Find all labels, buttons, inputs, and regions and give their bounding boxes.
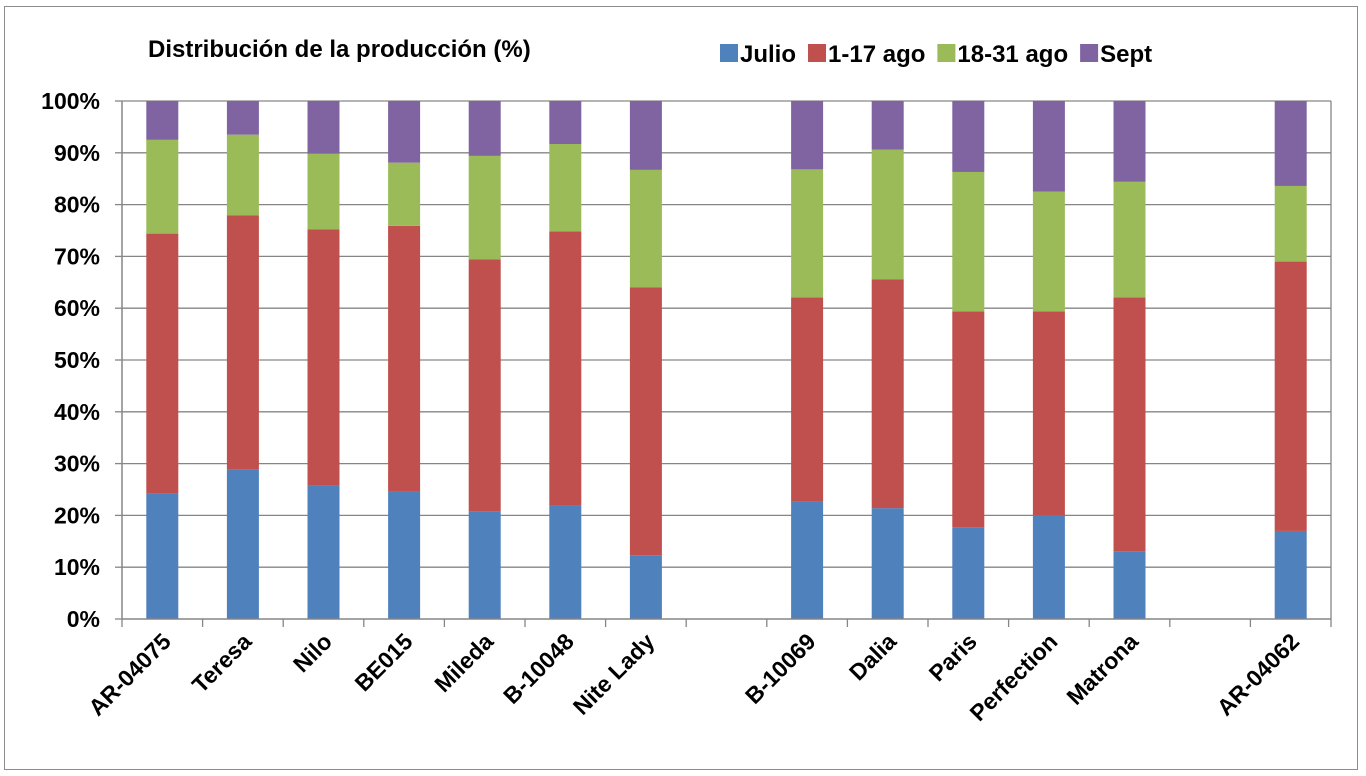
legend-swatch — [808, 44, 827, 62]
y-tick-label: 20% — [54, 502, 100, 528]
bar-segment — [871, 149, 904, 280]
x-tick-label: Dalia — [844, 628, 901, 685]
bar-segment — [549, 505, 582, 619]
bar-segment — [629, 169, 662, 288]
y-tick-label: 60% — [54, 295, 100, 321]
y-axis-labels: 0% 10% 20% 30% 40% 50% 60% 70% 80% 90% 100% — [41, 88, 122, 632]
bar-segment — [468, 259, 501, 512]
bar-segment — [1113, 101, 1146, 182]
bar-segment — [1113, 297, 1146, 552]
bar-segment — [549, 143, 582, 232]
bar-segment — [468, 101, 501, 156]
bar-segment — [468, 511, 501, 619]
bar-segment — [146, 139, 179, 234]
x-tick-label: B-10048 — [498, 628, 579, 709]
x-tick-label: AR-04062 — [1212, 628, 1305, 721]
bar-segment — [146, 493, 179, 619]
bar-segment — [226, 101, 259, 135]
bar-segment — [1113, 181, 1146, 298]
x-tick-label: B-10069 — [740, 628, 821, 709]
y-tick-label: 50% — [54, 347, 100, 373]
bar-segment — [871, 279, 904, 509]
bar-segment — [549, 101, 582, 144]
y-tick-label: 100% — [41, 88, 100, 114]
legend-swatch — [720, 44, 738, 62]
bar-segment — [1032, 101, 1065, 192]
bar-segment — [1274, 185, 1307, 262]
bar-segment — [791, 501, 824, 619]
bar-segment — [226, 215, 259, 470]
x-tick-label: Perfection — [965, 628, 1063, 726]
bar-segment — [1032, 515, 1065, 619]
bar-segment — [388, 101, 421, 163]
bar-segment — [226, 134, 259, 216]
gridlines — [122, 100, 1331, 568]
y-tick-label: 70% — [54, 243, 100, 269]
bar-segment — [1032, 191, 1065, 312]
bar-segment — [629, 287, 662, 556]
bar-segment — [146, 101, 179, 140]
legend-label: 18-31 ago — [957, 41, 1068, 68]
x-tick-label: BE015 — [350, 628, 418, 696]
x-tick-label: Nilo — [288, 628, 337, 677]
bar-segment — [388, 162, 421, 226]
chart-legend: Julio 1-17 ago 18-31 ago Sept — [720, 41, 1152, 68]
bar-segment — [307, 229, 340, 486]
x-tick-label: Nite Lady — [568, 628, 660, 720]
bar-segment — [952, 527, 985, 619]
y-tick-label: 90% — [54, 140, 100, 166]
bar-segment — [791, 297, 824, 502]
bar-segment — [871, 101, 904, 150]
y-tick-label: 80% — [54, 192, 100, 218]
bar-segment — [307, 101, 340, 154]
x-tick-label: AR-04075 — [83, 628, 176, 721]
bar-segment — [468, 155, 501, 260]
bar-segment — [1032, 311, 1065, 516]
bar-segment — [146, 233, 179, 494]
bar-segment — [226, 469, 259, 619]
bar-segment — [549, 231, 582, 506]
bar-segment — [1274, 101, 1307, 186]
legend-label: Julio — [740, 41, 796, 68]
y-tick-label: 40% — [54, 399, 100, 425]
x-tick-label: Paris — [924, 628, 982, 686]
legend-swatch — [937, 44, 956, 62]
legend-swatch — [1080, 44, 1099, 62]
chart-title: Distribución de la producción (%) — [148, 36, 531, 63]
bar-segment — [791, 101, 824, 170]
bar-segment — [388, 225, 421, 492]
x-tick-label: Matrona — [1061, 628, 1143, 710]
bar-segment — [952, 101, 985, 172]
x-axis-labels: AR-04075 Teresa Nilo BE015 Mileda B-10048Nite… — [83, 628, 1304, 726]
x-tick-label: Mileda — [429, 628, 498, 697]
bar-segment — [791, 169, 824, 298]
x-tick-label: Teresa — [187, 628, 257, 698]
bar-segment — [952, 171, 985, 312]
bar-segment — [871, 508, 904, 619]
bar-segment — [307, 153, 340, 230]
legend-label: 1-17 ago — [828, 41, 925, 68]
axes — [121, 101, 1332, 627]
bar-segment — [952, 311, 985, 528]
bar-segment — [1274, 261, 1307, 531]
bar-segment — [307, 485, 340, 619]
bar-segment — [629, 101, 662, 170]
bar-segment — [388, 491, 421, 619]
bars — [146, 101, 1307, 619]
y-tick-label: 30% — [54, 451, 100, 477]
y-tick-label: 10% — [54, 554, 100, 580]
bar-segment — [1113, 551, 1146, 619]
y-tick-label: 0% — [67, 606, 100, 632]
bar-segment — [1274, 530, 1307, 619]
bar-segment — [629, 555, 662, 619]
legend-label: Sept — [1100, 41, 1152, 68]
